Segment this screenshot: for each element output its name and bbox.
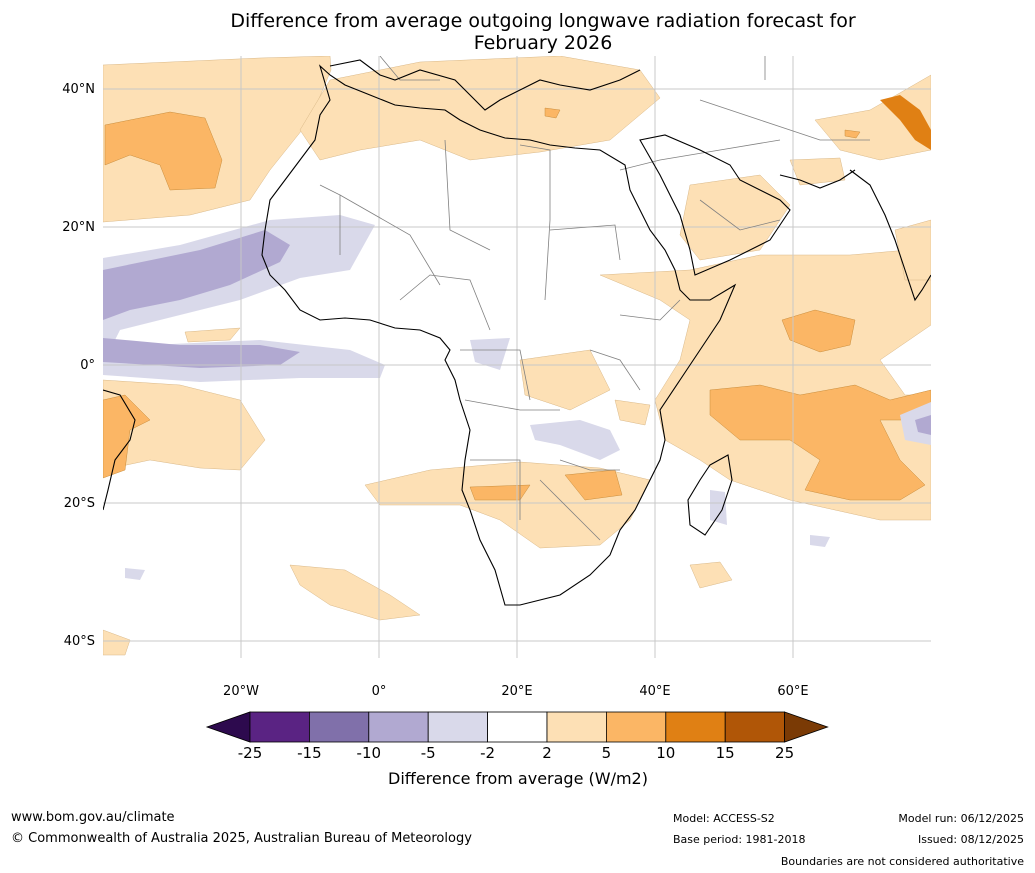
colorbar-tick-label: 10 <box>656 744 676 762</box>
lon-label-40e: 40°E <box>639 684 671 699</box>
footer-base-period: Base period: 1981-2018 <box>673 833 806 846</box>
colorbar-swatch <box>249 711 310 743</box>
lat-label-40s: 40°S <box>63 634 95 649</box>
persian-gulf-coast <box>779 169 856 189</box>
colorbar-tick-label: 2 <box>542 744 552 762</box>
map-area <box>103 56 931 658</box>
lon-label-20e: 20°E <box>501 684 533 699</box>
anomaly-negative-5-10 <box>103 230 931 435</box>
footer-issued: Issued: 08/12/2025 <box>917 833 1024 846</box>
madagascar-coast <box>687 454 733 536</box>
colorbar-swatch <box>487 711 548 743</box>
colorbar-swatch <box>606 711 667 743</box>
europe-coast <box>329 59 641 111</box>
colorbar-tick-label: -5 <box>420 744 436 762</box>
footer-copyright: © Commonwealth of Australia 2025, Austra… <box>11 831 472 846</box>
lat-label-0: 0° <box>80 358 95 373</box>
colorbar-tick-label: 5 <box>601 744 612 762</box>
lat-label-20s: 20°S <box>63 496 95 511</box>
colorbar-tick-label: 25 <box>775 744 795 762</box>
colorbar-tick-label: -15 <box>297 744 322 762</box>
colorbar-tick-label: 15 <box>715 744 735 762</box>
colorbar-tick-label: -25 <box>237 744 263 762</box>
country-borders <box>319 56 870 541</box>
lon-label-60e: 60°E <box>777 684 809 699</box>
chart-title: Difference from average outgoing longwav… <box>103 10 983 54</box>
lon-label-20w: 20°W <box>223 684 259 699</box>
south-america-coast <box>103 389 136 511</box>
footer-model: Model: ACCESS-S2 <box>673 812 775 825</box>
colorbar-swatch <box>665 711 726 743</box>
colorbar-swatch <box>368 711 429 743</box>
footer-disclaimer: Boundaries are not considered authoritat… <box>780 855 1024 868</box>
lat-label-20n: 20°N <box>62 220 95 235</box>
colorbar-swatch <box>308 711 370 743</box>
colorbar-tick-label: -10 <box>356 744 382 762</box>
colorbar-title: Difference from average (W/m2) <box>388 769 648 788</box>
colorbar-tick-label: -2 <box>480 744 496 762</box>
colorbar-swatch <box>427 711 489 743</box>
graticule <box>103 56 931 658</box>
colorbar-extend-low <box>205 711 251 743</box>
colorbar-extend-high <box>784 711 829 743</box>
coastlines <box>103 59 931 606</box>
india-coast <box>849 169 931 302</box>
footer-url[interactable]: www.bom.gov.au/climate <box>11 810 175 825</box>
footer-model-run: Model run: 06/12/2025 <box>898 812 1024 825</box>
lon-label-0: 0° <box>371 684 387 699</box>
colorbar-swatch <box>546 711 607 743</box>
colorbar-swatch <box>724 711 786 743</box>
title-line-2: February 2026 <box>473 32 613 54</box>
africa-coast <box>261 64 737 606</box>
title-line-1: Difference from average outgoing longwav… <box>230 10 856 32</box>
lat-label-40n: 40°N <box>62 82 95 97</box>
arabian-peninsula-coast <box>639 134 791 276</box>
anomaly-positive-5-10 <box>103 107 931 501</box>
anomaly-positive-10-15 <box>880 95 931 150</box>
